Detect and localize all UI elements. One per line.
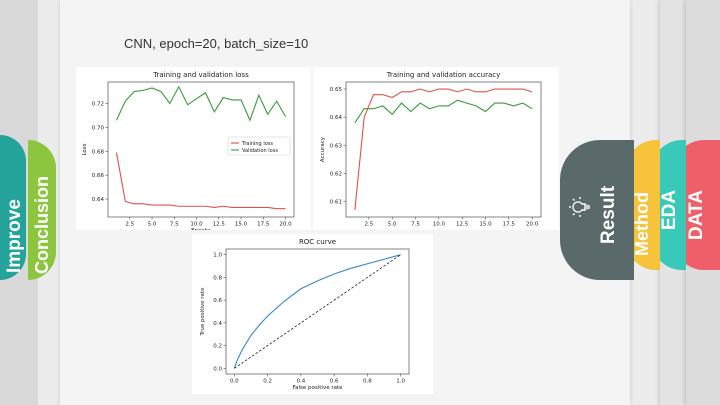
lightbulb-icon (569, 197, 590, 217)
tab-method-label: Method (632, 192, 652, 256)
x-tick-label: 2.5 (125, 222, 134, 228)
x-tick-label: 0.6 (330, 379, 339, 385)
legend-label: Training loss (241, 141, 273, 147)
tab-result[interactable]: Result (560, 140, 634, 280)
x-axis-label: Epochs (191, 228, 211, 230)
chart-title: ROC curve (299, 238, 336, 246)
x-tick-label: 0.8 (363, 379, 372, 385)
x-tick-label: 2.5 (364, 222, 373, 228)
y-axis-label: True positive rate (200, 287, 206, 337)
x-tick-label: 12.5 (213, 222, 226, 228)
tab-improve[interactable]: Improve (0, 135, 26, 280)
accuracy-chart-svg: Training and validation accuracy 2.5 5.0 7.… (320, 71, 542, 228)
y-tick-label: 0.8 (213, 275, 222, 281)
x-tick-label: 20.0 (526, 222, 539, 228)
x-tick-label: 20.0 (279, 222, 292, 228)
x-tick-label: 12.5 (456, 222, 469, 228)
x-tick-label: 15.0 (479, 222, 492, 228)
x-tick-label: 5.0 (388, 222, 397, 228)
y-tick-label: 0.66 (92, 173, 105, 179)
y-tick-label: 0.2 (213, 344, 222, 350)
x-tick-label: 17.5 (257, 222, 270, 228)
plot-frame (107, 81, 295, 218)
x-tick-label: 15.0 (235, 222, 248, 228)
roc-chart: ROC curve 0.0 0.2 0.4 0.6 0.8 1.0 0.0 0.2 0.4 0.6 0… (192, 234, 433, 394)
roc-chart-svg: ROC curve 0.0 0.2 0.4 0.6 0.8 1.0 0.0 0.2 0.4 0.6 0… (200, 238, 410, 391)
series-line-1 (115, 85, 287, 122)
y-tick-label: 0.72 (92, 102, 104, 108)
x-tick-label: 5.0 (148, 222, 157, 228)
plot-frame (345, 81, 542, 218)
y-tick-label: 0.68 (92, 149, 105, 155)
series-line-0 (115, 152, 286, 210)
tab-conclusion-label: Conclusion (32, 176, 52, 274)
series-line-0 (233, 254, 401, 369)
series-line-0 (354, 88, 533, 211)
x-tick-label: 17.5 (503, 222, 516, 228)
y-tick-label: 0.70 (92, 125, 105, 131)
x-tick-label: 0.4 (296, 379, 305, 385)
series-line-1 (354, 99, 533, 124)
y-tick-label: 0.6 (213, 298, 222, 304)
tab-improve-label: Improve (4, 199, 25, 273)
tab-data-label: DATA (686, 190, 707, 240)
y-tick-label: 1.0 (213, 253, 222, 259)
y-tick-label: 0.65 (330, 87, 343, 93)
y-tick-label: 0.62 (330, 171, 342, 177)
tab-result-label: Result (598, 185, 619, 244)
chart-title: Training and validation accuracy (386, 71, 501, 79)
x-tick-label: 1.0 (396, 379, 405, 385)
y-tick-label: 0.0 (213, 366, 222, 372)
x-tick-label: 7.5 (170, 222, 179, 228)
y-tick-label: 0.63 (330, 143, 343, 149)
slide-heading: CNN, epoch=20, batch_size=10 (124, 36, 309, 51)
y-axis-label: Loss (82, 143, 88, 155)
y-tick-label: 0.4 (213, 321, 222, 327)
x-tick-label: 0.0 (230, 379, 239, 385)
chart-title: Training and validation loss (152, 71, 249, 79)
x-axis-label: False positive rate (292, 385, 343, 391)
x-tick-label: 10.0 (190, 222, 203, 228)
loss-chart-svg: Training and validation loss 2.5 5.0 7.5 10.… (82, 71, 295, 230)
x-tick-label: 10.0 (433, 222, 446, 228)
legend-box (227, 136, 291, 156)
plot-frame (225, 248, 410, 375)
accuracy-chart: Training and validation accuracy 2.5 5.0 7.… (313, 67, 559, 230)
loss-chart: Training and validation loss 2.5 5.0 7.5 10.… (76, 67, 311, 230)
tab-conclusion[interactable]: Conclusion (28, 140, 56, 280)
y-axis-label: Accuracy (320, 136, 326, 162)
series-line-1 (234, 254, 401, 369)
legend-label: Validation loss (242, 148, 278, 154)
tab-eda-label: EDA (659, 189, 680, 230)
y-tick-label: 0.61 (330, 200, 342, 206)
y-tick-label: 0.64 (330, 115, 343, 121)
x-tick-label: 0.2 (263, 379, 272, 385)
x-tick-label: 7.5 (411, 222, 420, 228)
y-tick-label: 0.64 (92, 197, 105, 203)
